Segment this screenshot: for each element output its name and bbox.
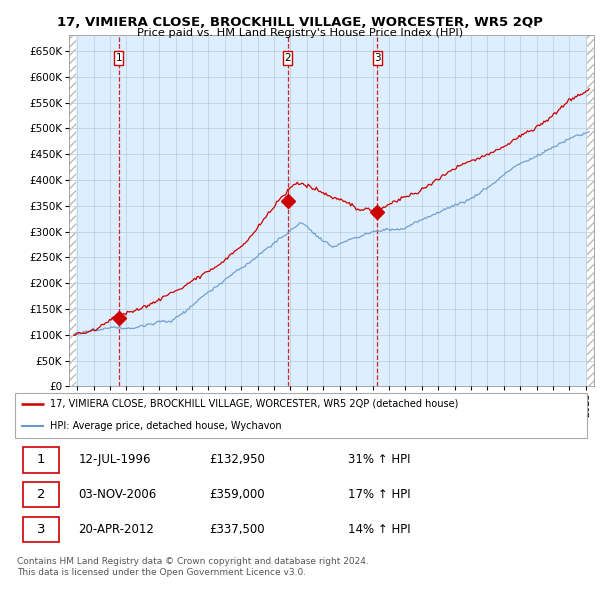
Text: 3: 3 (37, 523, 45, 536)
Text: 20-APR-2012: 20-APR-2012 (79, 523, 154, 536)
Text: 31% ↑ HPI: 31% ↑ HPI (348, 454, 410, 467)
Text: HPI: Average price, detached house, Wychavon: HPI: Average price, detached house, Wych… (50, 421, 281, 431)
Text: 17% ↑ HPI: 17% ↑ HPI (348, 489, 410, 502)
Text: Contains HM Land Registry data © Crown copyright and database right 2024.
This d: Contains HM Land Registry data © Crown c… (17, 558, 368, 577)
FancyBboxPatch shape (23, 447, 59, 473)
FancyBboxPatch shape (283, 51, 292, 65)
Text: 17, VIMIERA CLOSE, BROCKHILL VILLAGE, WORCESTER, WR5 2QP: 17, VIMIERA CLOSE, BROCKHILL VILLAGE, WO… (57, 16, 543, 29)
Text: 2: 2 (37, 489, 45, 502)
FancyBboxPatch shape (15, 393, 587, 438)
FancyBboxPatch shape (23, 517, 59, 542)
Text: 17, VIMIERA CLOSE, BROCKHILL VILLAGE, WORCESTER, WR5 2QP (detached house): 17, VIMIERA CLOSE, BROCKHILL VILLAGE, WO… (50, 399, 458, 409)
Text: £337,500: £337,500 (209, 523, 265, 536)
Text: 14% ↑ HPI: 14% ↑ HPI (348, 523, 410, 536)
Text: Price paid vs. HM Land Registry's House Price Index (HPI): Price paid vs. HM Land Registry's House … (137, 28, 463, 38)
FancyBboxPatch shape (373, 51, 382, 65)
Text: 12-JUL-1996: 12-JUL-1996 (79, 454, 151, 467)
Bar (69, 35, 76, 386)
FancyBboxPatch shape (115, 51, 124, 65)
Text: £359,000: £359,000 (209, 489, 265, 502)
Text: 3: 3 (374, 53, 381, 63)
Bar (587, 35, 594, 386)
Text: 2: 2 (284, 53, 291, 63)
Text: 1: 1 (37, 454, 45, 467)
Text: 1: 1 (116, 53, 122, 63)
Text: 03-NOV-2006: 03-NOV-2006 (79, 489, 157, 502)
FancyBboxPatch shape (23, 483, 59, 507)
Text: £132,950: £132,950 (209, 454, 265, 467)
